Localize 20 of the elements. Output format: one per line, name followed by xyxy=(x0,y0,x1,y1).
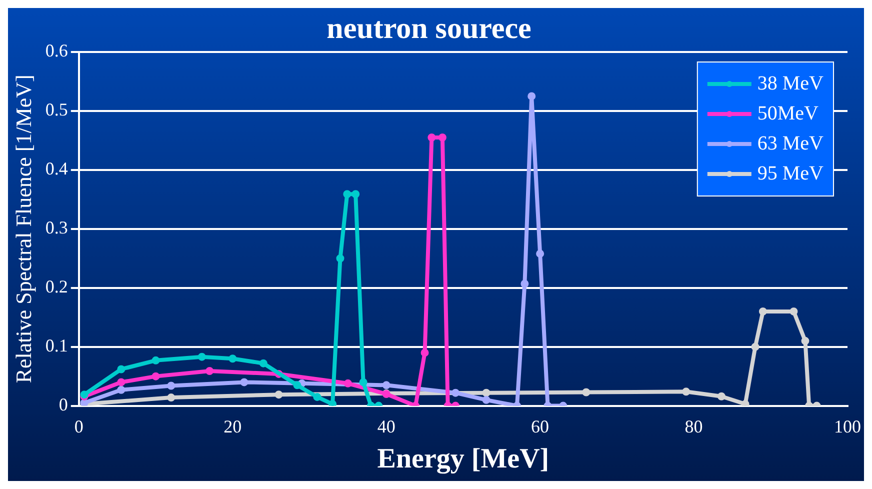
y-tick-label: 0.4 xyxy=(45,158,68,179)
y-tick-label: 0.2 xyxy=(45,276,68,297)
x-tick-label: 40 xyxy=(377,416,396,436)
legend-label: 63 MeV xyxy=(757,132,824,154)
y-tick-label: 0 xyxy=(58,394,68,415)
legend-label: 38 MeV xyxy=(757,72,824,94)
chart-title: neutron sourece xyxy=(326,12,532,45)
y-tick-label: 0.6 xyxy=(45,40,68,61)
x-tick-label: 20 xyxy=(224,416,242,436)
x-tick-label: 0 xyxy=(74,416,84,436)
x-tick-label: 80 xyxy=(684,416,703,436)
x-tick-label: 60 xyxy=(531,416,550,436)
y-tick-label: 0.5 xyxy=(45,100,68,120)
x-axis-title: Energy [MeV] xyxy=(377,443,550,474)
y-axis-title: Relative Spectral Fluence [1/MeV] xyxy=(10,74,36,384)
y-tick-label: 0.1 xyxy=(45,336,68,356)
legend-label: 50MeV xyxy=(757,102,820,124)
x-tick-label: 100 xyxy=(834,416,861,436)
legend-label: 95 MeV xyxy=(757,162,824,184)
y-tick-label: 0.3 xyxy=(45,218,68,238)
